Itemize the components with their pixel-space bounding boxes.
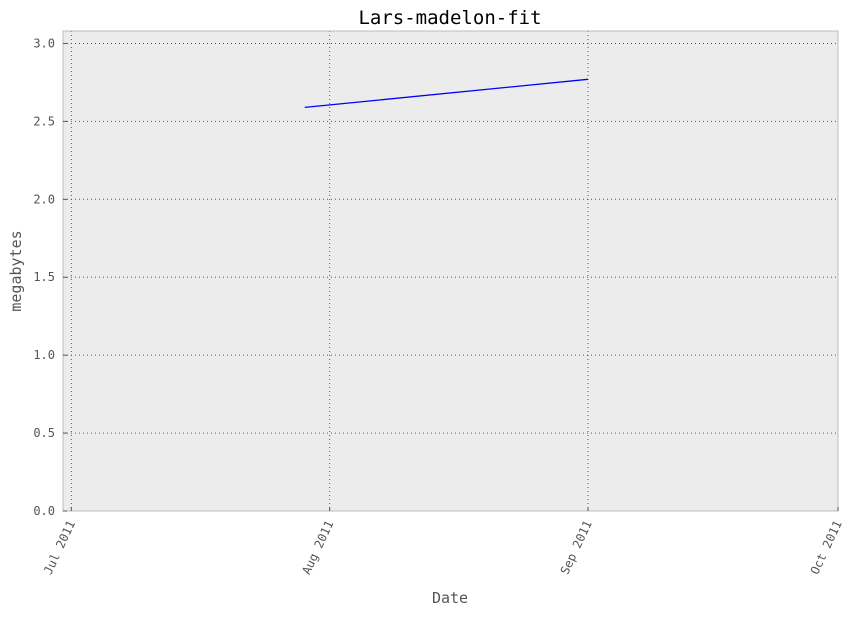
y-tick-label: 1.5 [33, 270, 55, 284]
series-lines [304, 78, 589, 109]
y-axis-ticks: 0.0 0.5 1.0 1.5 2.0 2.5 3.0 [33, 36, 67, 518]
chart-title: Lars-madelon-fit [358, 7, 541, 29]
x-tick-label: Sep 2011 [558, 518, 595, 576]
x-axis-ticks: Jul 2011 Aug 2011 Sep 2011 Oct 2011 [41, 507, 845, 577]
y-tick-label: 2.0 [33, 192, 55, 206]
y-tick-label: 3.0 [33, 36, 55, 50]
x-tick-label: Jul 2011 [41, 518, 78, 576]
plot-background [63, 31, 838, 511]
plot-frame [62, 30, 839, 512]
series-line [304, 78, 589, 109]
y-tick-label: 0.0 [33, 504, 55, 518]
y-axis-label: megabytes [7, 230, 25, 311]
y-tick-label: 1.0 [33, 348, 55, 362]
x-axis-label: Date [432, 589, 468, 607]
x-tick-label: Aug 2011 [299, 518, 336, 576]
y-tick-label: 0.5 [33, 426, 55, 440]
y-tick-label: 2.5 [33, 114, 55, 128]
x-tick-label: Oct 2011 [808, 518, 845, 576]
